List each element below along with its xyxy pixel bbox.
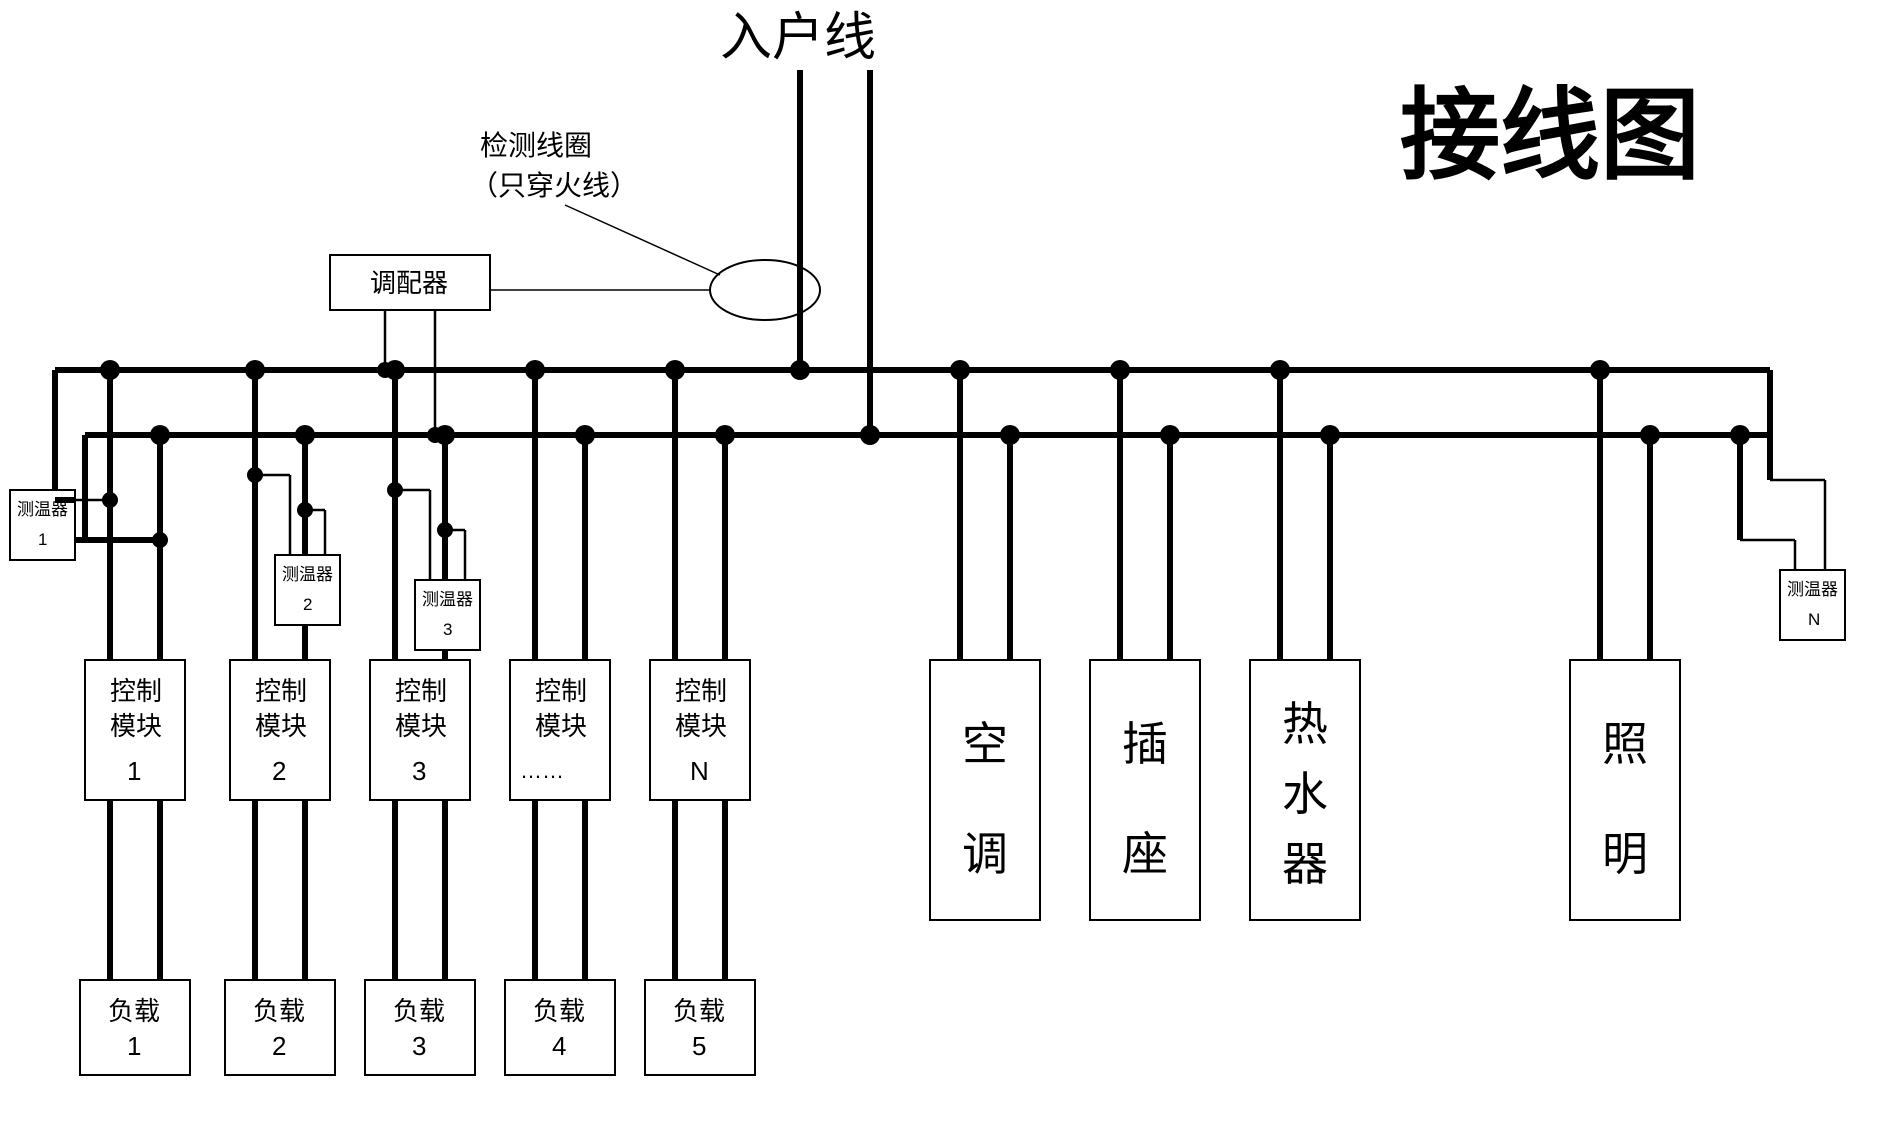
detect-coil-label-1: 检测线圈: [480, 130, 592, 161]
app-label: 插: [1122, 718, 1168, 770]
load-label: 负载: [253, 996, 305, 1026]
branch-3: 控制 模块 3 负载 3: [365, 360, 475, 1075]
dispatcher-label: 调配器: [370, 268, 448, 298]
app-label: 明: [1602, 828, 1648, 880]
appliance-socket: 插 座: [1090, 360, 1200, 920]
branch-5: 控制 模块 N 负载 5: [645, 360, 755, 1075]
appliance-box: [1090, 660, 1200, 920]
sensor-label: 测温器: [422, 590, 473, 609]
ctrl-label: 控制: [110, 676, 162, 706]
app-label: 空: [962, 718, 1008, 770]
sensor-index: N: [1808, 610, 1820, 629]
load-label: 负载: [673, 996, 725, 1026]
app-label: 器: [1282, 838, 1328, 890]
sensor-index: 1: [38, 530, 47, 549]
load-index: 3: [412, 1031, 426, 1061]
detect-coil: [710, 260, 820, 320]
ctrl-label: 控制: [675, 676, 727, 706]
load-index: 4: [552, 1031, 566, 1061]
appliance-box: [1570, 660, 1680, 920]
appliance-lighting: 照 明: [1570, 360, 1680, 920]
load-label: 负载: [108, 996, 160, 1026]
ctrl-label: 模块: [395, 711, 447, 741]
dot: [860, 425, 880, 445]
load-label: 负载: [533, 996, 585, 1026]
sensor-label: 测温器: [1787, 580, 1838, 599]
ctrl-label: 控制: [535, 676, 587, 706]
branch-2: 控制 模块 2 负载 2: [225, 360, 335, 1075]
ctrl-label: 模块: [535, 711, 587, 741]
temp-sensor-3: 测温器 3: [387, 482, 480, 650]
ctrl-index: 3: [412, 756, 426, 786]
load-index: 5: [692, 1031, 706, 1061]
app-label: 照: [1602, 718, 1648, 770]
sensor-label: 测温器: [282, 565, 333, 584]
ctrl-index: 1: [127, 756, 141, 786]
sensor-index: 3: [443, 620, 452, 639]
appliance-box: [930, 660, 1040, 920]
ctrl-label: 控制: [395, 676, 447, 706]
temp-sensor-n: 测温器 N: [1740, 480, 1845, 640]
ctrl-ellipsis: ……: [520, 758, 564, 783]
incoming-line-label: 入户线: [720, 9, 876, 67]
branch-4: 控制 模块 …… 负载 4: [505, 360, 615, 1075]
ctrl-index: 2: [272, 756, 286, 786]
app-label: 座: [1122, 828, 1168, 880]
ctrl-label: 模块: [675, 711, 727, 741]
load-label: 负载: [393, 996, 445, 1026]
detect-coil-leader: [565, 205, 720, 275]
temp-sensor-2: 测温器 2: [247, 467, 340, 625]
load-index: 1: [127, 1031, 141, 1061]
branch-1: 控制 模块 1 负载 1: [80, 360, 190, 1075]
app-label: 水: [1282, 768, 1328, 820]
detect-coil-label-2: （只穿火线）: [470, 170, 638, 201]
app-label: 热: [1282, 698, 1328, 750]
sensor-index: 2: [303, 595, 312, 614]
appliance-ac: 空 调: [930, 360, 1040, 920]
ctrl-label: 控制: [255, 676, 307, 706]
app-label: 调: [962, 828, 1008, 880]
ctrl-index: N: [690, 756, 709, 786]
temp-sensor-1: 测温器 1: [10, 490, 168, 560]
dot: [790, 360, 810, 380]
appliance-heater: 热 水 器: [1250, 360, 1360, 920]
ctrl-label: 模块: [110, 711, 162, 741]
dot: [1730, 425, 1750, 445]
ctrl-label: 模块: [255, 711, 307, 741]
load-index: 2: [272, 1031, 286, 1061]
diagram-title: 接线图: [1400, 80, 1700, 192]
